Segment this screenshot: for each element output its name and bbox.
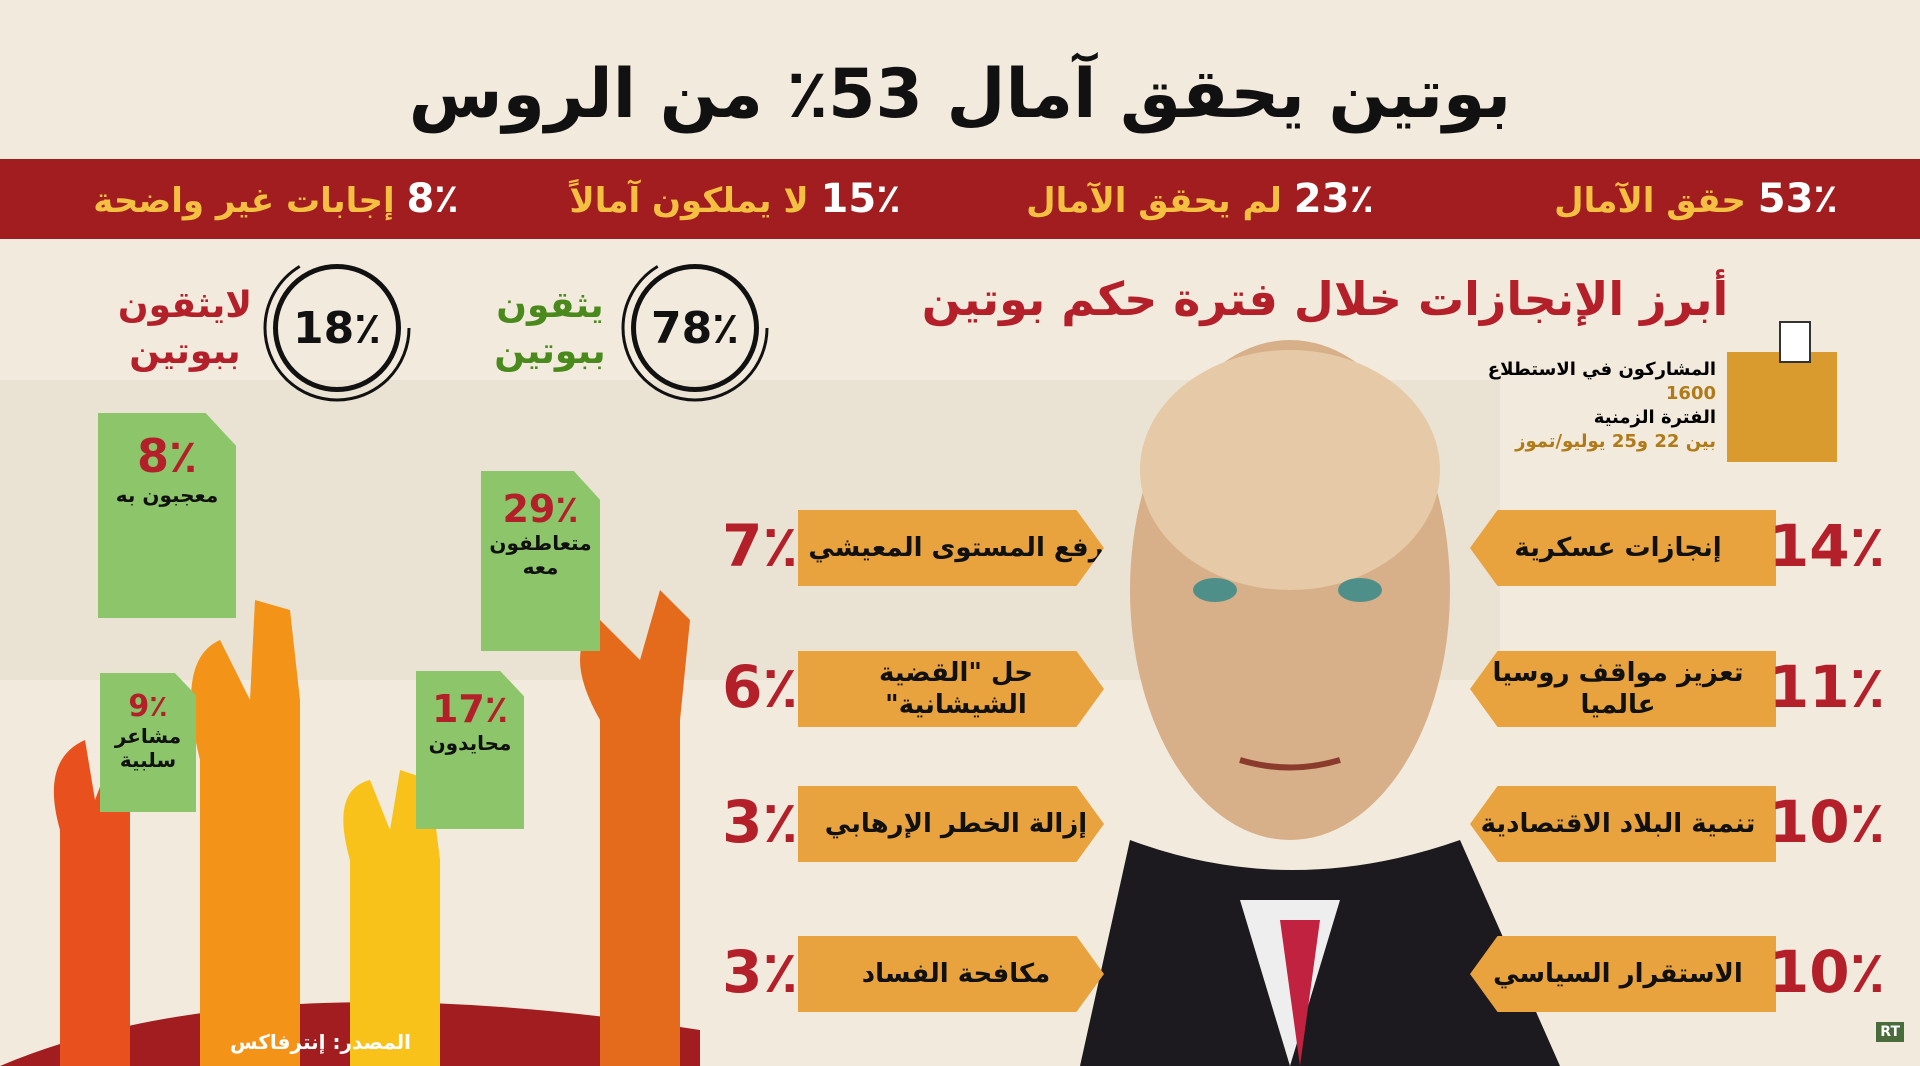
- banner-value: 23٪: [1293, 176, 1374, 222]
- hand-paper: 8٪ معجبون به: [98, 413, 236, 618]
- achievement-value: 11٪: [1768, 653, 1885, 721]
- banner-item: 53٪ حقق الآمال: [1554, 176, 1838, 222]
- survey-value: بين 22 و25 يوليو/تموز: [1515, 431, 1716, 452]
- hand-paper: 17٪ محايدون: [416, 671, 524, 829]
- survey-label: المشاركون في الاستطلاع: [1487, 359, 1716, 380]
- achievement-value: 3٪: [722, 788, 798, 856]
- trust-value: 18٪: [273, 264, 401, 392]
- hand-value: 9٪: [128, 689, 168, 724]
- banner-value: 8٪: [406, 176, 459, 222]
- trust-label: يثقون ببوتين: [494, 285, 606, 372]
- banner-item: 23٪ لم يحقق الآمال: [1026, 176, 1374, 222]
- achievement-value: 14٪: [1768, 512, 1885, 580]
- trust-label: لايثقون ببوتين: [117, 285, 253, 372]
- hand-value: 29٪: [502, 487, 579, 531]
- banner-item: 15٪ لا يملكون آمالاً: [569, 176, 900, 222]
- survey-value: 1600: [1665, 383, 1716, 404]
- hand-label: معجبون به: [115, 483, 219, 507]
- trust-value: 78٪: [631, 264, 759, 392]
- achievement-label: حل "القضية الشيشانية": [798, 651, 1104, 727]
- banner-item: 8٪ إجابات غير واضحة: [93, 176, 458, 222]
- achievement-label: الاستقرار السياسي: [1470, 936, 1776, 1012]
- achievement-label: رفع المستوى المعيشي: [798, 510, 1104, 586]
- banner-label: لا يملكون آمالاً: [569, 181, 809, 221]
- hand-label: متعاطفون معه: [489, 531, 592, 579]
- achievement-value: 10٪: [1768, 938, 1885, 1006]
- achievement-value: 7٪: [722, 512, 798, 580]
- survey: المشاركون في الاستطلاع 1600 الفترة الزمن…: [1488, 358, 1716, 454]
- source: المصدر: إنترفاكس: [230, 1030, 411, 1054]
- hand-label: محايدون: [428, 731, 512, 755]
- banner-value: 53٪: [1757, 176, 1838, 222]
- achievement-value: 6٪: [722, 653, 798, 721]
- achievement-label: إنجازات عسكرية: [1470, 510, 1776, 586]
- achievement-label: مكافحة الفساد: [798, 936, 1104, 1012]
- banner-value: 15٪: [820, 176, 901, 222]
- hand-paper: 9٪ مشاعر سلبية: [100, 673, 196, 812]
- banner-label: لم يحقق الآمال: [1026, 181, 1282, 221]
- achievement-label: إزالة الخطر الإرهابي: [798, 786, 1104, 862]
- banner: [0, 159, 1920, 239]
- achievement-label: تعزيز مواقف روسيا عالميا: [1470, 651, 1776, 727]
- achievement-value: 10٪: [1768, 788, 1885, 856]
- hand-value: 17٪: [431, 687, 509, 731]
- achievement-value: 3٪: [722, 938, 798, 1006]
- achievement-label: تنمية البلاد الاقتصادية: [1470, 786, 1776, 862]
- banner-label: حقق الآمال: [1554, 181, 1746, 221]
- banner-label: إجابات غير واضحة: [93, 181, 395, 221]
- hand-label: مشاعر سلبية: [114, 724, 182, 772]
- hand-paper: 29٪ متعاطفون معه: [481, 471, 600, 651]
- survey-label: الفترة الزمنية: [1593, 407, 1716, 428]
- achievements-title: أبرز الإنجازات خلال فترة حكم بوتين: [921, 272, 1729, 326]
- title: بوتين يحقق آمال 53٪ من الروس: [408, 55, 1512, 134]
- logo: RT: [1876, 1022, 1904, 1042]
- hand-value: 8٪: [136, 429, 198, 483]
